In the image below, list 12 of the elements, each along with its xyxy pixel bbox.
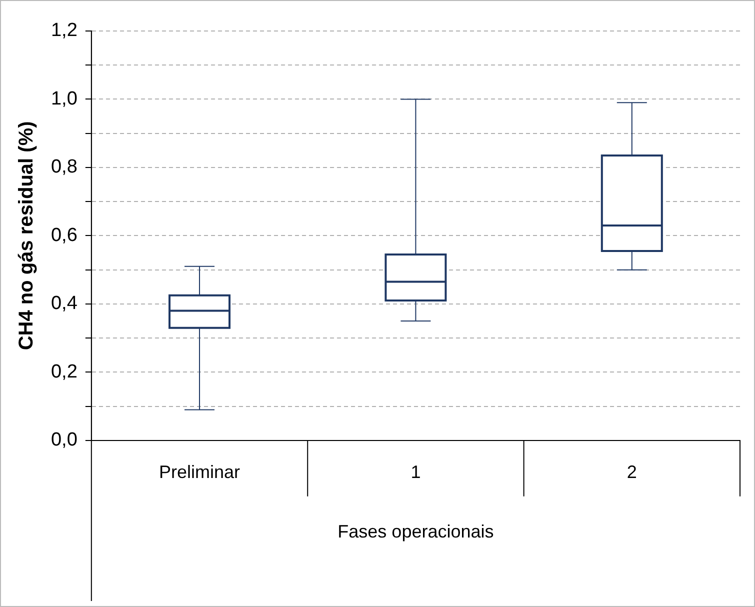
- y-tick-label: 0,0: [50, 430, 78, 451]
- y-tick-label: 0,8: [50, 156, 78, 178]
- x-tick-label: 1: [410, 462, 421, 482]
- y-axis-title: CH4 no gás residual (%): [16, 121, 38, 350]
- y-tick-label: 0,6: [50, 224, 78, 246]
- y-tick-label: 0,4: [50, 293, 78, 314]
- x-tick-label: Preliminar: [158, 462, 240, 482]
- y-tick-label: 0,2: [50, 361, 78, 382]
- x-axis-title: Fases operacionais: [338, 521, 494, 542]
- y-tick-label: 1,0: [50, 88, 78, 110]
- y-tick-label: 1,2: [50, 20, 78, 42]
- x-tick-label: 2: [626, 462, 637, 482]
